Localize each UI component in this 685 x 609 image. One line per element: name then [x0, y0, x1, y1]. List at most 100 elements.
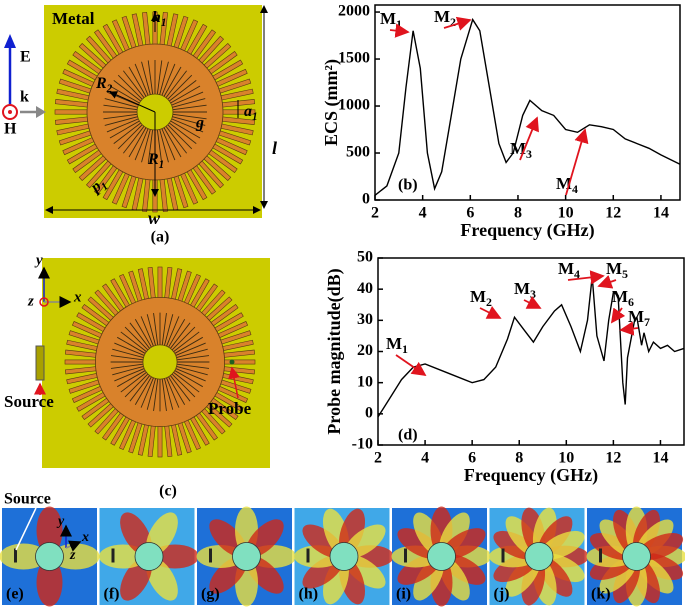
inner-slot: [141, 129, 151, 163]
line: [567, 270, 605, 285]
label: x: [81, 530, 89, 545]
annotation: M3: [514, 279, 536, 301]
field-source: [501, 548, 505, 563]
inner-slot: [163, 314, 174, 346]
label: E: [20, 49, 31, 66]
panel-label: (k): [591, 586, 611, 603]
inner-slot: [168, 318, 186, 348]
line: [65, 540, 82, 552]
panel-label: (d): [398, 427, 418, 444]
comb-tooth: [157, 266, 163, 300]
label: Probe: [208, 399, 252, 418]
inner-slot: [112, 348, 144, 359]
field-source: [404, 548, 407, 563]
source-port: [35, 345, 45, 381]
label-sub: 1: [396, 17, 402, 31]
inner-slot: [156, 129, 163, 164]
inner-slot: [113, 79, 141, 102]
label-main: R: [95, 75, 107, 92]
inner-slot: [140, 316, 154, 347]
x-tick-label: 2: [374, 450, 382, 467]
inner-slot: [159, 129, 169, 163]
label-main: M: [510, 139, 526, 158]
label-sub: 2: [486, 295, 492, 309]
label-main: M: [386, 334, 402, 353]
x-tick-label: 4: [419, 205, 427, 222]
x-tick-label: 8: [515, 450, 523, 467]
plot-frame: [374, 4, 681, 201]
field-lobe: [36, 558, 63, 607]
inner-slot: [103, 113, 138, 120]
y-tick-label: -10: [352, 436, 373, 453]
line: [228, 366, 240, 399]
label-main: M: [612, 287, 628, 306]
z-axis: [39, 297, 49, 307]
inner-slot: [156, 60, 163, 95]
field-ring: [329, 542, 359, 571]
panel-label: (e): [6, 586, 24, 603]
inner-slot: [161, 63, 176, 96]
inner-slot: [120, 331, 147, 352]
line: [15, 507, 37, 551]
label-main: R: [147, 151, 159, 168]
x-axis-label: Frequency (GHz): [464, 465, 598, 486]
label: l: [272, 138, 277, 158]
comb-tooth: [222, 359, 256, 365]
label: a1: [244, 103, 258, 123]
field-ring: [232, 542, 261, 571]
field-ring: [35, 542, 64, 571]
inner-slot: [134, 376, 152, 406]
inner-slot: [171, 326, 196, 351]
y-tick-label: 20: [357, 342, 373, 359]
annotation: M1: [380, 9, 402, 31]
inner-slot: [165, 70, 188, 98]
inner-slot: [129, 375, 150, 402]
inner-slot: [166, 377, 180, 408]
inner-slot: [174, 336, 204, 354]
inner-slot: [104, 98, 138, 108]
inner-slot: [104, 116, 138, 126]
label-sub: 6: [628, 295, 634, 309]
inner-slot: [174, 370, 204, 388]
comb-tooth: [54, 109, 90, 115]
field-ring: [524, 542, 554, 571]
label-main: M: [514, 279, 530, 298]
x-tick-label: 6: [468, 450, 476, 467]
label-sub: 2: [106, 83, 113, 95]
label-sub: 1: [159, 159, 165, 171]
inner-slot: [170, 120, 201, 139]
inner-slot: [134, 128, 149, 161]
inner-slot: [116, 336, 146, 354]
y-tick-label: 50: [357, 249, 373, 266]
label-sub: 4: [572, 182, 578, 196]
inner-slot: [112, 365, 144, 376]
y-tick-label: 0: [362, 191, 370, 208]
annotation: M6: [612, 287, 634, 309]
inner-slot: [129, 322, 150, 349]
annotation: M2: [470, 287, 492, 309]
inner-slot: [176, 348, 208, 359]
y-tick-label: 10: [357, 373, 373, 390]
label-main: M: [470, 287, 486, 306]
inner-slot: [134, 63, 149, 96]
inner-slot: [161, 128, 176, 161]
annotation: M4: [558, 259, 580, 281]
inner-slot: [176, 363, 210, 369]
inner-slot: [140, 377, 154, 408]
field-ring: [427, 542, 456, 571]
inner-slot: [114, 342, 145, 356]
arrow-head: [36, 106, 46, 118]
label: Metal: [52, 9, 95, 28]
panel-label: (f): [104, 586, 120, 603]
field-lobe: [36, 506, 63, 555]
line: [597, 275, 617, 289]
inner-slot: [171, 118, 204, 133]
label: z: [69, 548, 76, 563]
inner-slot: [109, 120, 140, 139]
inner-slot: [124, 373, 149, 398]
field-ring: [134, 542, 164, 571]
y-tick-label: 2000: [338, 3, 370, 20]
inner-slot: [165, 126, 188, 154]
annotation: M1: [386, 334, 408, 356]
